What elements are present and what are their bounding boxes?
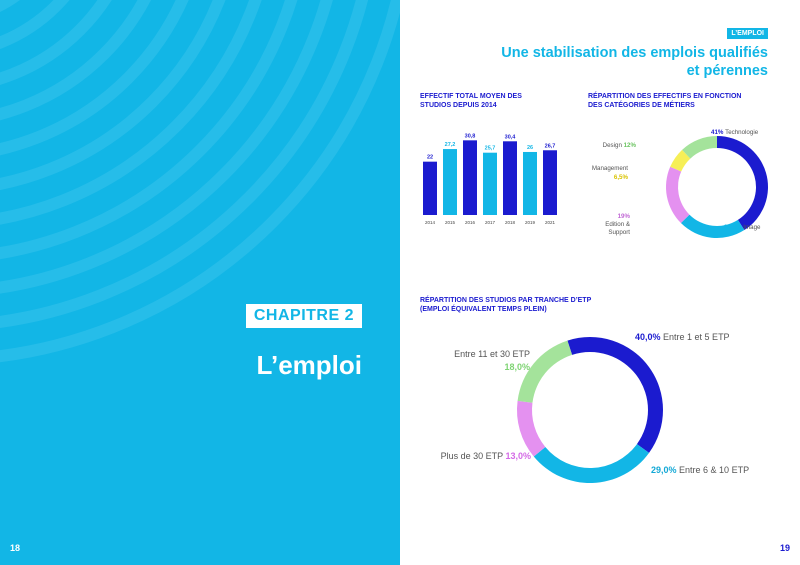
donut-label: Support <box>608 229 630 236</box>
page-number-right: 19 <box>779 543 790 553</box>
donut-slice <box>682 136 717 159</box>
donut-label: 18,0% <box>504 362 530 372</box>
right-page: L’EMPLOI Une stabilisation des emplois q… <box>400 0 800 565</box>
donut-label: Plus de 30 ETP 13,0% <box>441 451 531 461</box>
bar-2014 <box>423 161 437 215</box>
bar-chart-title-line-1: EFFECTIF TOTAL MOYEN DES <box>420 93 522 100</box>
bar-value-label: 22 <box>427 155 433 161</box>
bar-category-label: 2017 <box>485 220 496 225</box>
bar-value-label: 30,4 <box>505 134 517 140</box>
donut-slice <box>670 149 691 172</box>
donut-slice <box>666 166 690 224</box>
bar-2018 <box>503 141 517 215</box>
donut-label: Design 12% <box>603 142 637 149</box>
headline-line-1: Une stabilisation des emplois qualifiés <box>501 45 768 61</box>
donut-slice <box>533 444 650 483</box>
chapter-label: CHAPITRE 2 <box>245 304 362 328</box>
donut-label: 41% Technologie <box>711 129 759 136</box>
section-tag: L’EMPLOI <box>727 28 768 39</box>
donut1-title-line-2: DES CATÉGORIES DE MÉTIERS <box>588 102 695 109</box>
bar-2016 <box>463 140 477 215</box>
bar-category-label: 2019 <box>525 220 536 225</box>
bar-category-label: 2015 <box>445 220 456 225</box>
headline: Une stabilisation des emplois qualifiés … <box>448 44 768 80</box>
donut-label: 19% <box>618 213 631 220</box>
donut-label: 29,0% Entre 6 & 10 ETP <box>651 465 749 475</box>
bar-value-label: 25,7 <box>485 146 496 152</box>
donut1-title-line-1: RÉPARTITION DES EFFECTIFS EN FONCTION <box>588 93 742 100</box>
bar-value-label: 26 <box>527 145 533 151</box>
bar-2015 <box>443 149 457 215</box>
bar-chart-title: EFFECTIF TOTAL MOYEN DES STUDIOS DEPUIS … <box>420 92 522 110</box>
bar-category-label: 2021 <box>545 220 556 225</box>
donut-label: Entre 11 et 30 ETP <box>454 349 530 359</box>
bar-value-label: 27,2 <box>445 142 456 148</box>
bar-chart: 22 2014 27,2 2015 30,8 2016 25,7 2017 30,4 2018 26… <box>423 133 557 225</box>
donut-slice <box>517 340 573 403</box>
bar-2021 <box>543 150 557 215</box>
bar-chart-title-line-2: STUDIOS DEPUIS 2014 <box>420 102 497 109</box>
bar-category-label: 2014 <box>425 220 436 225</box>
donut2-title: RÉPARTITION DES STUDIOS PAR TRANCHE D’ET… <box>420 296 591 314</box>
bar-2019 <box>523 151 537 215</box>
donut-slice <box>717 136 768 231</box>
bar-category-label: 2016 <box>465 220 476 225</box>
decorative-arcs <box>0 0 400 363</box>
donut-label: 6,5% <box>614 174 629 181</box>
donut-slice <box>517 400 546 457</box>
bar-value-label: 26,7 <box>545 143 556 149</box>
bar-category-label: 2018 <box>505 220 516 225</box>
donut2-title-line-1: RÉPARTITION DES STUDIOS PAR TRANCHE D’ET… <box>420 297 592 304</box>
page-number-left: 18 <box>10 543 21 553</box>
donut-slice <box>567 337 663 453</box>
chapter-title: L’emploi <box>256 350 362 380</box>
bar-2017 <box>483 152 497 215</box>
donut-chart-etp: 40,0% Entre 1 et 5 ETP 29,0% Entre 6 & 10… <box>441 332 749 483</box>
donut-label: 21,5% Image <box>724 224 761 231</box>
donut-label: Edition & <box>605 221 631 228</box>
donut-chart-categories: 41% Technologie 21,5% Image 19%Edition &Su… <box>592 129 768 238</box>
donut-label: 40,0% Entre 1 et 5 ETP <box>635 332 730 342</box>
left-page: CHAPITRE 2 L’emploi 18 <box>0 0 400 565</box>
headline-line-2: et pérennes <box>686 63 768 79</box>
donut-label: Management <box>592 165 628 172</box>
bar-value-label: 30,8 <box>465 133 476 139</box>
donut-slice <box>680 214 745 238</box>
donut2-title-line-2: (EMPLOI ÉQUIVALENT TEMPS PLEIN) <box>420 306 547 313</box>
donut1-title: RÉPARTITION DES EFFECTIFS EN FONCTION DE… <box>588 92 741 110</box>
